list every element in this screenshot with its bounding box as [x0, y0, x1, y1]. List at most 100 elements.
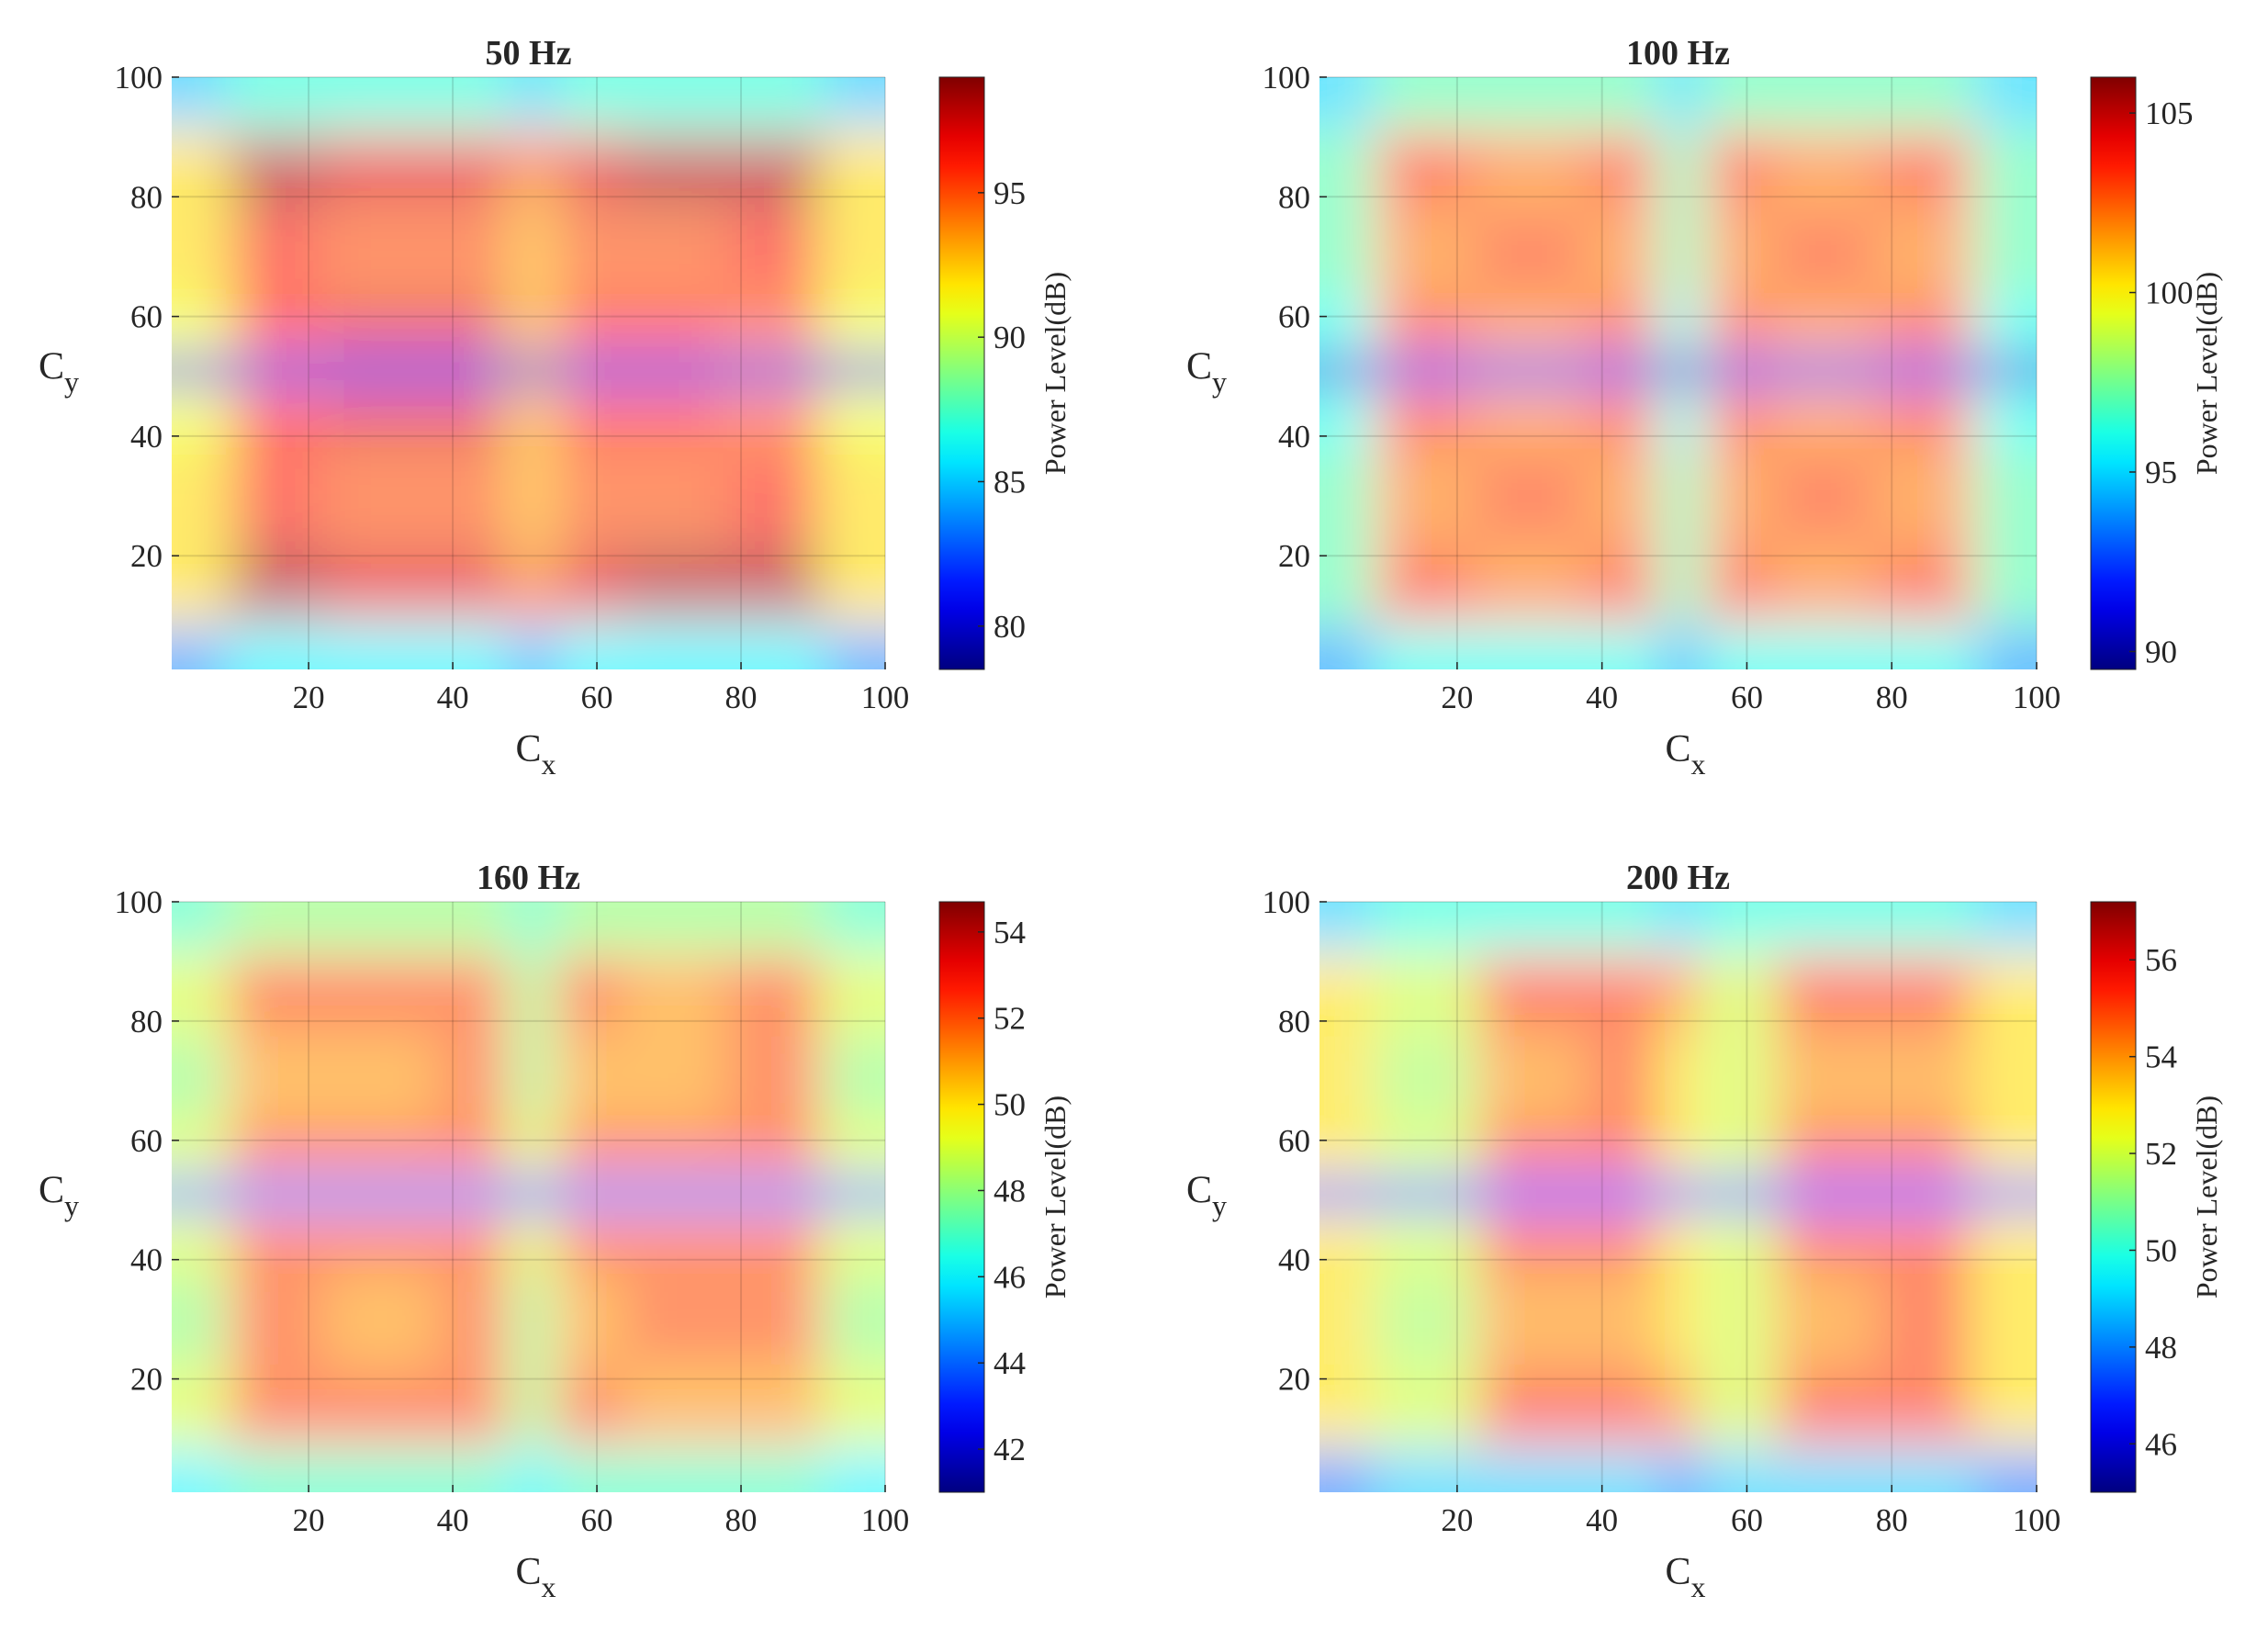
heatmap-cell [434, 295, 511, 354]
heatmap-cell [225, 624, 328, 669]
heatmap-cell [225, 540, 328, 625]
heatmap-cell [434, 952, 511, 1037]
heatmap-cell [326, 77, 435, 129]
x-tick-label: 20 [1441, 680, 1473, 715]
heatmap-cell [326, 388, 435, 452]
heatmap-cell [1974, 388, 2037, 452]
heatmap-cell [1703, 1447, 1773, 1492]
heatmap-cell [824, 952, 885, 1037]
heatmap-cell [510, 128, 555, 213]
colorbar-tick-label: 52 [2145, 1136, 2177, 1172]
heatmap-cell [723, 1211, 825, 1276]
heatmap-cell [553, 902, 623, 953]
heatmap-cell [1475, 1364, 1585, 1448]
heatmap-cell [1974, 902, 2037, 953]
heatmap-cell [510, 624, 555, 669]
heatmap-cell [1873, 128, 1976, 213]
heatmap-cell [1873, 451, 1976, 542]
heatmap-cell [824, 902, 885, 953]
y-tick-label: 40 [130, 419, 163, 455]
heatmap-cell [1703, 1274, 1773, 1365]
heatmap-cell [225, 211, 328, 297]
x-tick-label: 60 [1731, 1502, 1763, 1538]
heatmap-cell [1319, 540, 1375, 625]
heatmap-cell [1659, 211, 1704, 297]
heatmap-cell [1374, 624, 1476, 669]
x-tick-label: 80 [725, 680, 758, 715]
heatmap-cell [434, 1036, 511, 1120]
heatmap-cell [326, 1364, 435, 1448]
heatmap-cell [1772, 211, 1874, 297]
heatmap-cell [1583, 388, 1661, 452]
heatmap-cell [1374, 451, 1476, 542]
heatmap-cell [723, 451, 825, 542]
heatmap-cell [510, 77, 555, 129]
heatmap-cell [1659, 1036, 1704, 1120]
heatmap-cell [1873, 211, 1976, 297]
heatmap-cell [723, 77, 825, 129]
colorbar [2090, 901, 2137, 1493]
heatmap-cell [1873, 1119, 1976, 1177]
heatmap-cell [434, 902, 511, 953]
heatmap-cell [172, 1447, 227, 1492]
colorbar-tick-label: 48 [994, 1173, 1026, 1208]
heatmap-cell [1475, 624, 1585, 669]
heatmap-cell [225, 902, 328, 953]
heatmap-cell [553, 1211, 623, 1276]
chart-title: 200 Hz [1626, 859, 1730, 897]
heatmap-cell [622, 1175, 724, 1213]
heatmap-cell [1475, 352, 1585, 389]
heatmap-cell [326, 352, 435, 389]
heatmap-cell [824, 295, 885, 354]
heatmap-cell [1475, 540, 1585, 625]
heatmap-cell [1374, 1447, 1476, 1492]
heatmap-cell [1703, 211, 1773, 297]
heatmap-cell [1374, 1211, 1476, 1276]
heatmap-cell [1772, 1274, 1874, 1365]
heatmap-cell [1475, 1036, 1585, 1120]
chart-title: 50 Hz [486, 34, 572, 73]
heatmap-cell [622, 540, 724, 625]
heatmap-cell [434, 1447, 511, 1492]
heatmap-cell [172, 1211, 227, 1276]
colorbar-tick-label: 48 [2145, 1330, 2177, 1366]
heatmap-cell [434, 128, 511, 213]
y-tick-label: 100 [1263, 884, 1311, 920]
heatmap-cell [1659, 128, 1704, 213]
heatmap-cell [1374, 352, 1476, 389]
heatmap-cell [1475, 1274, 1585, 1365]
heatmap-cell [326, 540, 435, 625]
heatmap-cell [326, 952, 435, 1037]
heatmap-cell [1659, 77, 1704, 129]
heatmap-cell [172, 1119, 227, 1177]
heatmap-cell [553, 451, 623, 542]
heatmap-cell [723, 902, 825, 953]
colorbar-tick-label: 46 [994, 1259, 1026, 1295]
heatmap-cell [172, 352, 227, 389]
heatmap-cell [510, 352, 555, 389]
colorbar-tick-label: 56 [2145, 942, 2177, 978]
heatmap-cell [553, 211, 623, 297]
heatmap-cell [824, 1175, 885, 1213]
x-axis-label: Cx [1666, 1551, 1706, 1603]
heatmap-cell [172, 451, 227, 542]
heatmap-cell [326, 1211, 435, 1276]
heatmap-cell [1772, 1211, 1874, 1276]
heatmap-cell [1703, 540, 1773, 625]
heatmap-cell [1772, 1447, 1874, 1492]
y-axis-label: Cy [39, 346, 79, 399]
x-axis-label: Cx [1666, 728, 1706, 781]
heatmap-cell [1703, 902, 1773, 953]
heatmap-cell [1703, 1211, 1773, 1276]
heatmap-cell [225, 952, 328, 1037]
heatmap-cell [1319, 451, 1375, 542]
x-tick-label: 60 [581, 680, 613, 715]
heatmap-cell [1873, 77, 1976, 129]
heatmap-cell [1873, 540, 1976, 625]
heatmap-cell [510, 1175, 555, 1213]
heatmap-cell [553, 388, 623, 452]
heatmap-cell [824, 451, 885, 542]
colorbar-label: Power Level(dB) [1039, 1096, 1072, 1298]
heatmap-cell [510, 540, 555, 625]
heatmap-cell [1319, 1364, 1375, 1448]
